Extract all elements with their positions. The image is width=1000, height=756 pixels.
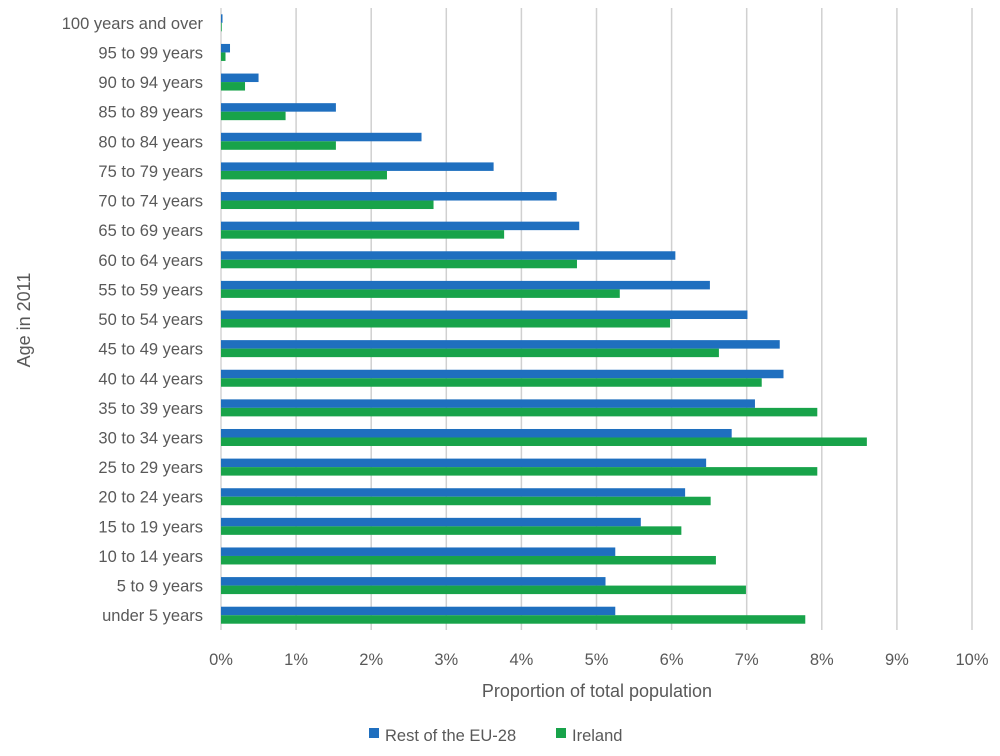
bar-ireland <box>221 259 577 269</box>
bar-ireland <box>221 230 505 239</box>
bar-rest-of-the-eu-28 <box>221 310 748 320</box>
bar-rest-of-the-eu-28 <box>221 606 616 616</box>
x-tick-label: 4% <box>509 651 533 669</box>
legend-swatch-rest-of-eu28 <box>369 728 379 738</box>
category-label: 30 to 34 years <box>98 429 203 447</box>
category-label: 80 to 84 years <box>98 133 203 151</box>
bar-ireland <box>221 289 620 298</box>
category-label: 5 to 9 years <box>117 578 203 596</box>
category-label: 10 to 14 years <box>98 548 203 566</box>
legend: Rest of the EU-28 Ireland <box>369 727 622 745</box>
bar-rest-of-the-eu-28 <box>221 488 686 497</box>
bar-rest-of-the-eu-28 <box>221 399 755 408</box>
category-label: 45 to 49 years <box>98 341 203 359</box>
category-label: 50 to 54 years <box>98 311 203 329</box>
bar-rest-of-the-eu-28 <box>221 369 784 379</box>
bar-ireland <box>221 22 222 32</box>
bar-rest-of-the-eu-28 <box>221 162 494 171</box>
x-tick-label: 0% <box>209 651 233 669</box>
bar-ireland <box>221 496 711 506</box>
bar-rest-of-the-eu-28 <box>221 547 616 556</box>
x-tick-label: 2% <box>359 651 383 669</box>
bar-rest-of-the-eu-28 <box>221 43 231 53</box>
category-labels: 100 years and over 95 to 99 years 90 to 94… <box>62 15 204 625</box>
bar-ireland <box>221 200 434 210</box>
bar-rest-of-the-eu-28 <box>221 577 606 586</box>
x-tick-label: 3% <box>434 651 458 669</box>
category-label: 55 to 59 years <box>98 281 203 299</box>
category-label: 90 to 94 years <box>98 74 203 92</box>
bar-ireland <box>221 378 762 387</box>
category-label: 35 to 39 years <box>98 400 203 418</box>
bar-rest-of-the-eu-28 <box>221 280 710 290</box>
bar-ireland <box>221 348 719 358</box>
bar-rest-of-the-eu-28 <box>221 458 707 468</box>
bar-ireland <box>221 52 226 61</box>
category-label: 95 to 99 years <box>98 44 203 62</box>
x-tick-labels: 0% 1% 2% 3% 4% 5% 6% 7% 8% 9% 10% <box>209 651 989 669</box>
x-tick-label: 6% <box>660 651 684 669</box>
bar-rest-of-the-eu-28 <box>221 221 580 231</box>
bar-rest-of-the-eu-28 <box>221 132 422 142</box>
bar-ireland <box>221 615 806 624</box>
bar-ireland <box>221 555 716 565</box>
x-tick-label: 7% <box>735 651 759 669</box>
bar-rest-of-the-eu-28 <box>221 517 641 527</box>
bar-ireland <box>221 407 818 417</box>
category-label: 75 to 79 years <box>98 163 203 181</box>
category-label: 25 to 29 years <box>98 459 203 477</box>
category-label: 20 to 24 years <box>98 489 203 507</box>
bar-rest-of-the-eu-28 <box>221 340 780 349</box>
category-label: 100 years and over <box>62 15 204 33</box>
x-tick-label: 9% <box>885 651 909 669</box>
category-label: 15 to 19 years <box>98 518 203 536</box>
bar-ireland <box>221 585 746 595</box>
bar-rest-of-the-eu-28 <box>221 428 732 438</box>
bar-ireland <box>221 319 671 328</box>
bar-ireland <box>221 82 246 91</box>
bar-ireland <box>221 141 336 150</box>
category-label: 85 to 89 years <box>98 104 203 122</box>
bars <box>221 14 867 624</box>
x-tick-label: 1% <box>284 651 308 669</box>
bar-rest-of-the-eu-28 <box>221 192 557 201</box>
x-axis-title: Proportion of total population <box>482 681 712 701</box>
x-tick-label: 10% <box>955 651 988 669</box>
x-tick-label: 8% <box>810 651 834 669</box>
legend-swatch-ireland <box>556 728 566 738</box>
bar-rest-of-the-eu-28 <box>221 103 336 112</box>
bar-ireland <box>221 437 867 446</box>
legend-label-ireland: Ireland <box>572 727 622 745</box>
y-axis-title: Age in 2011 <box>14 273 34 368</box>
bar-rest-of-the-eu-28 <box>221 73 259 83</box>
bar-ireland <box>221 526 682 535</box>
bar-rest-of-the-eu-28 <box>221 251 676 260</box>
legend-label-rest-of-eu28: Rest of the EU-28 <box>385 727 516 745</box>
category-label: under 5 years <box>102 607 203 625</box>
bar-ireland <box>221 467 818 476</box>
x-tick-label: 5% <box>585 651 609 669</box>
category-label: 60 to 64 years <box>98 252 203 270</box>
bar-rest-of-the-eu-28 <box>221 14 223 23</box>
category-label: 70 to 74 years <box>98 193 203 211</box>
category-label: 40 to 44 years <box>98 370 203 388</box>
bar-ireland <box>221 111 286 121</box>
category-label: 65 to 69 years <box>98 222 203 240</box>
bar-ireland <box>221 170 387 180</box>
